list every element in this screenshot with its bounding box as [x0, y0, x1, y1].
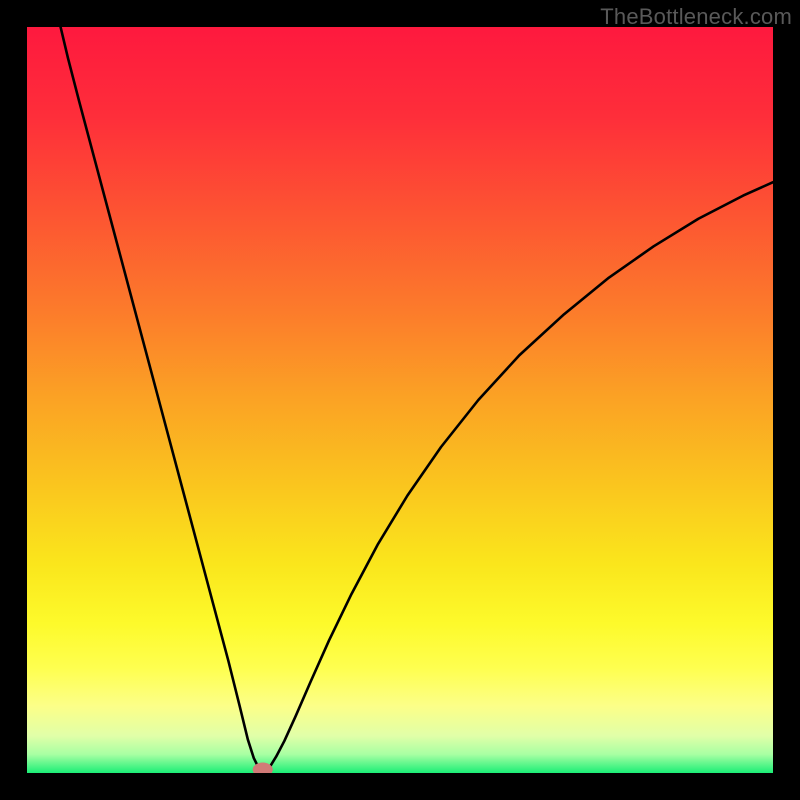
watermark-text: TheBottleneck.com — [600, 4, 792, 30]
plot-background-gradient — [27, 27, 773, 773]
figure-root: TheBottleneck.com — [0, 0, 800, 800]
chart-svg — [0, 0, 800, 800]
